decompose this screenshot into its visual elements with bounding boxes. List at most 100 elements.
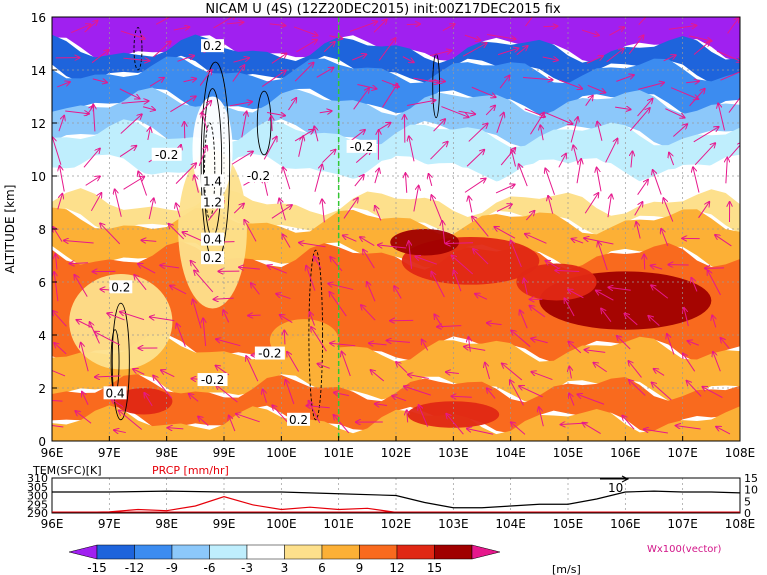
wind-vector — [107, 313, 125, 321]
wind-vector — [392, 396, 407, 402]
wind-vector — [548, 196, 554, 214]
wind-vector — [203, 318, 206, 347]
contour-2 — [204, 122, 216, 219]
wind-vector — [726, 158, 728, 184]
sub-x-tick-label: 99E — [213, 517, 236, 531]
wind-vector — [716, 427, 731, 435]
wind-vector — [519, 386, 543, 398]
contour-label-bg — [201, 251, 225, 265]
wind-vector — [597, 122, 603, 141]
wind-vector — [144, 393, 153, 407]
wind-vector — [663, 198, 674, 222]
wind-vector — [487, 388, 496, 399]
wind-vector — [367, 282, 376, 302]
x-tick-label: 99E — [213, 446, 236, 460]
wind-vector — [691, 278, 698, 292]
wind-vector — [148, 128, 150, 141]
contour-label-9: 0.2 — [109, 280, 133, 294]
sub-grid — [108, 478, 684, 513]
wind-vector — [605, 139, 618, 163]
wind-vector — [120, 114, 142, 134]
wind-vector — [467, 429, 494, 435]
wind-vector — [296, 40, 317, 53]
wind-vector — [322, 199, 324, 223]
wind-vector — [70, 263, 89, 264]
wind-vector — [198, 146, 207, 167]
wind-vector — [525, 234, 547, 244]
wind-vector — [555, 270, 580, 271]
wind-vector — [485, 106, 495, 116]
wind-vector — [431, 195, 443, 223]
wind-vector — [92, 79, 107, 83]
wind-vector — [100, 223, 121, 245]
contour-label-bg — [201, 174, 225, 188]
wind-vector — [288, 98, 296, 111]
wind-vector — [462, 43, 486, 57]
y-tick-label: 12 — [31, 117, 46, 131]
wind-vector — [615, 107, 630, 109]
wind-vector — [84, 21, 98, 33]
wind-vector — [525, 17, 537, 27]
wind-vector — [429, 174, 432, 187]
wind-vector — [570, 117, 578, 143]
contour-label-0: 0.2 — [201, 39, 225, 53]
wind-vector — [524, 279, 527, 295]
wind-vector — [661, 229, 669, 246]
wind-vector — [688, 341, 699, 346]
colorbar-swatch — [434, 544, 473, 560]
wind-vector — [371, 370, 385, 382]
wind-vector — [689, 89, 705, 107]
wind-vector — [173, 27, 190, 30]
contour-label-bg — [197, 373, 228, 387]
wind-vector — [669, 153, 675, 166]
wind-vector — [464, 347, 486, 351]
wind-vector — [231, 151, 253, 165]
wind-vector — [191, 261, 199, 272]
wind-vector — [317, 364, 330, 369]
wind-vector — [715, 235, 732, 247]
wind-vector — [512, 150, 516, 167]
wind-vector — [85, 176, 100, 186]
wind-vector — [310, 312, 315, 326]
contour-label-bg — [346, 139, 377, 153]
contour-label-text: 0.2 — [203, 251, 222, 265]
wind-vector — [644, 255, 645, 270]
wind-vector — [120, 312, 145, 321]
wind-vector — [687, 381, 702, 397]
sub-y2-tick-label: 10 — [744, 484, 758, 497]
colorbar-unit: [m/s] — [552, 563, 581, 575]
patch-6 — [69, 274, 173, 370]
x-tick-label: 105E — [553, 446, 584, 460]
wind-vector — [155, 17, 171, 25]
wind-vector — [271, 116, 272, 132]
wind-vector — [119, 146, 136, 157]
wind-vector — [728, 142, 740, 158]
wind-vector — [408, 375, 429, 379]
wind-vector — [239, 267, 260, 269]
contour-label-text: 0.2 — [111, 280, 130, 294]
wind-vector — [597, 168, 602, 192]
wind-vector — [716, 50, 740, 61]
wind-vector — [55, 254, 57, 270]
sub-y-tick-label: 310 — [27, 472, 48, 485]
wind-vector — [694, 143, 715, 166]
wind-vector — [71, 24, 90, 34]
wind-vector — [429, 80, 445, 81]
contour-label-bg — [103, 386, 127, 400]
wind-vector — [464, 179, 486, 193]
wind-vector — [177, 56, 194, 62]
wind-vector — [587, 85, 606, 92]
wind-vector — [349, 22, 377, 32]
wind-vector — [91, 50, 109, 64]
wind-vector — [314, 164, 322, 192]
x-tick-label: 102E — [381, 446, 412, 460]
wind-vector — [471, 86, 496, 97]
colorbar-swatch — [396, 544, 435, 560]
wind-vector — [54, 272, 59, 302]
wind-vector — [693, 167, 700, 193]
wind-vector — [530, 306, 546, 318]
contour-label-text: -0.2 — [350, 140, 373, 154]
sub-y2-tick-label: 15 — [744, 472, 758, 485]
main-panel: 0.2 -0.2 1.4 1.2 0.4 0.2 -0.2 -0.2 -0.2 0.2 0.4 -0.… — [52, 17, 740, 441]
